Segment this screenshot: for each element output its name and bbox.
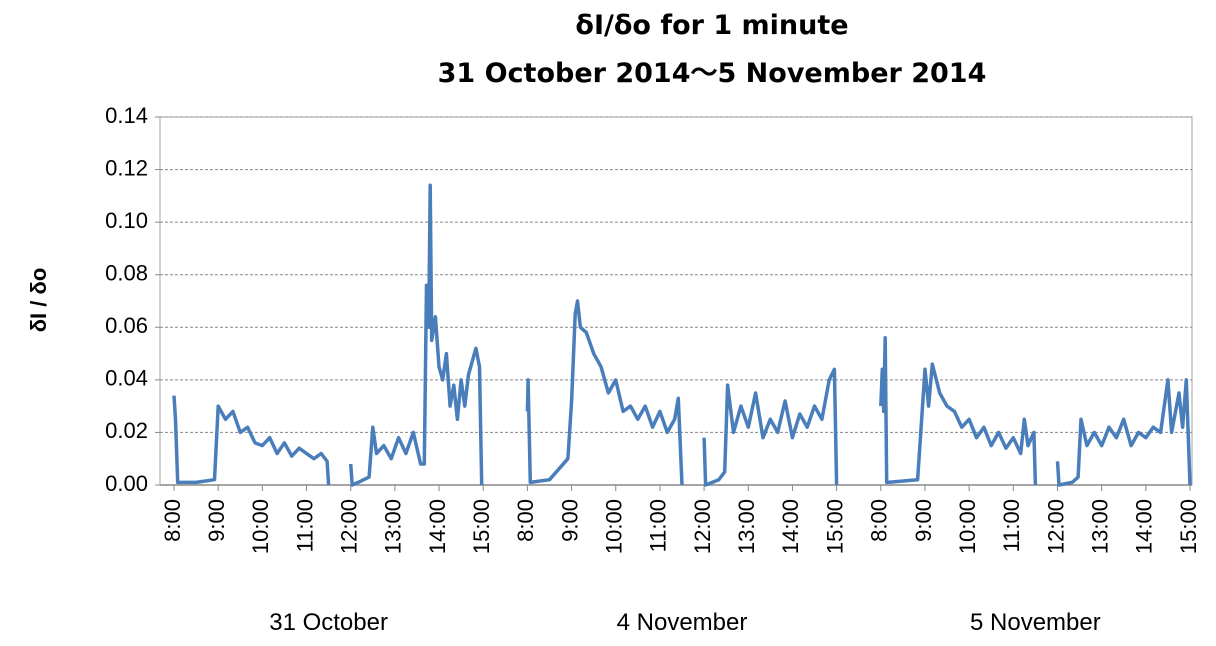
x-tick-label: 9:00 — [557, 499, 582, 542]
x-tick-label: 12:00 — [337, 499, 362, 554]
x-tick-label: 13:00 — [381, 499, 406, 554]
y-tick-label: 0.06 — [105, 313, 148, 338]
chart-subtitle: 31 October 2014～5 November 2014 — [438, 58, 987, 89]
y-tick-label: 0.04 — [105, 366, 148, 391]
data-line — [1055, 378, 1192, 487]
x-tick-label: 14:00 — [1132, 499, 1157, 554]
x-tick-label: 12:00 — [1043, 499, 1068, 554]
x-tick-label: 10:00 — [955, 499, 980, 554]
data-line — [172, 395, 331, 486]
y-axis-label: δI / δo — [26, 268, 51, 333]
chart-title: δI/δo for 1 minute — [575, 10, 848, 41]
x-tick-label: 11:00 — [646, 499, 671, 552]
y-tick-label: 0.10 — [105, 208, 148, 233]
x-tick-label: 10:00 — [248, 499, 273, 554]
x-tick-label: 15:00 — [469, 499, 494, 554]
data-line — [525, 299, 684, 486]
group-label: 31 October — [269, 609, 388, 636]
x-tick-label: 11:00 — [999, 499, 1024, 552]
x-tick-label: 8:00 — [867, 499, 892, 542]
x-tick-label: 12:00 — [690, 499, 715, 554]
y-tick-label: 0.14 — [105, 103, 148, 128]
x-tick-label: 8:00 — [160, 499, 185, 542]
x-tick-label: 15:00 — [822, 499, 847, 554]
data-line — [879, 336, 1038, 486]
x-tick-label: 11:00 — [292, 499, 317, 552]
group-label: 5 November — [970, 609, 1101, 636]
x-tick-label: 13:00 — [734, 499, 759, 554]
y-tick-label: 0.00 — [105, 471, 148, 496]
x-tick-label: 9:00 — [911, 499, 936, 542]
x-tick-label: 14:00 — [425, 499, 450, 554]
x-tick-label: 14:00 — [778, 499, 803, 554]
y-tick-label: 0.08 — [105, 261, 148, 286]
group-label: 4 November — [617, 609, 748, 636]
x-tick-label: 13:00 — [1087, 499, 1112, 554]
y-tick-label: 0.12 — [105, 155, 148, 180]
x-tick-label: 10:00 — [602, 499, 627, 554]
x-tick-label: 15:00 — [1176, 499, 1201, 554]
x-tick-label: 8:00 — [513, 499, 538, 542]
x-tick-label: 9:00 — [204, 499, 229, 542]
y-tick-label: 0.02 — [105, 418, 148, 443]
data-line — [348, 183, 484, 487]
plot-frame — [159, 116, 1193, 486]
data-line — [702, 367, 839, 487]
